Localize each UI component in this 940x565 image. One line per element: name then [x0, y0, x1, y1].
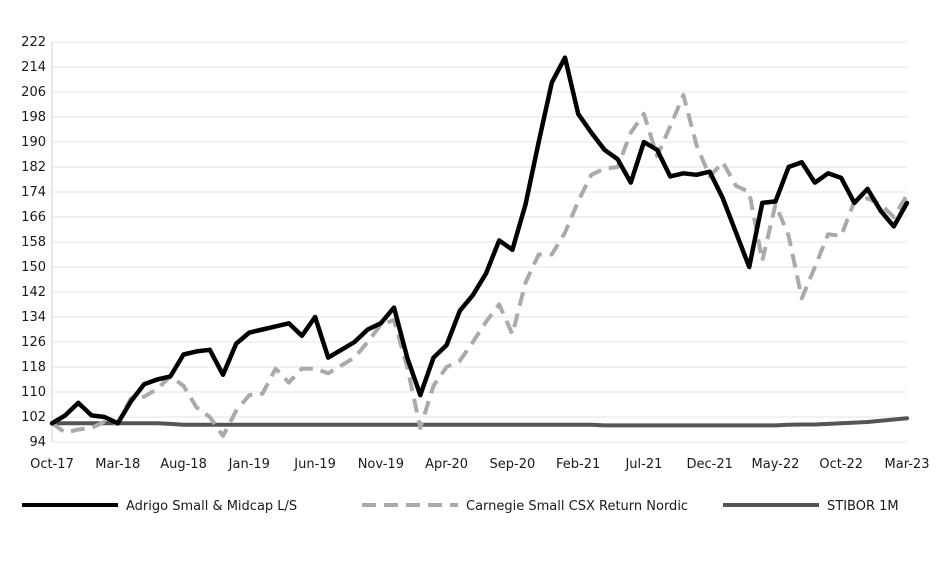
x-tick-label: May-22 — [752, 457, 800, 472]
y-tick-label: 214 — [21, 60, 46, 75]
y-tick-label: 150 — [21, 260, 46, 275]
y-tick-label: 94 — [29, 435, 46, 450]
legend-label: Carnegie Small CSX Return Nordic — [466, 499, 688, 514]
y-tick-label: 158 — [21, 235, 46, 250]
x-tick-label: Dec-21 — [686, 457, 732, 472]
legend-label: Adrigo Small & Midcap L/S — [126, 499, 297, 514]
y-tick-label: 110 — [21, 385, 46, 400]
y-tick-label: 182 — [21, 160, 46, 175]
y-tick-label: 142 — [21, 285, 46, 300]
x-tick-label: Nov-19 — [358, 457, 404, 472]
y-tick-label: 190 — [21, 135, 46, 150]
series-line-carnegie — [50, 93, 909, 438]
x-tick-label: Jul-21 — [624, 457, 662, 472]
y-tick-label: 134 — [21, 310, 46, 325]
x-tick-label: Apr-20 — [425, 457, 468, 472]
y-tick-label: 222 — [21, 35, 46, 50]
x-tick-label: Sep-20 — [490, 457, 536, 472]
y-tick-label: 206 — [21, 85, 46, 100]
x-tick-label: Oct-17 — [30, 457, 74, 472]
y-tick-label: 166 — [21, 210, 46, 225]
series-lines — [49, 55, 910, 438]
y-tick-label: 102 — [21, 410, 46, 425]
x-tick-label: Mar-23 — [885, 457, 930, 472]
grid-lines — [51, 41, 907, 443]
y-tick-label: 118 — [21, 360, 46, 375]
y-tick-label: 126 — [21, 335, 46, 350]
x-axis-ticks: Oct-17 Mar-18 Aug-18 Jan-19 Jun-19 Nov-19 Apr-… — [30, 457, 929, 472]
series-line-stibor — [50, 416, 909, 428]
y-tick-label: 198 — [21, 110, 46, 125]
x-tick-label: Jun-19 — [293, 457, 336, 472]
legend: Adrigo Small & Midcap L/S Carnegie Small … — [22, 499, 899, 514]
x-tick-label: Oct-22 — [819, 457, 863, 472]
y-tick-label: 174 — [21, 185, 46, 200]
x-tick-label: Aug-18 — [160, 457, 207, 472]
y-axis-ticks: 94 102 110 118 126 134 142 150 158 166 174 182 190 19… — [21, 35, 46, 450]
legend-label: STIBOR 1M — [827, 499, 899, 514]
x-tick-label: Jan-19 — [228, 457, 270, 472]
series-line-adrigo — [49, 55, 910, 426]
x-tick-label: Feb-21 — [556, 457, 600, 472]
x-tick-label: Mar-18 — [95, 457, 140, 472]
